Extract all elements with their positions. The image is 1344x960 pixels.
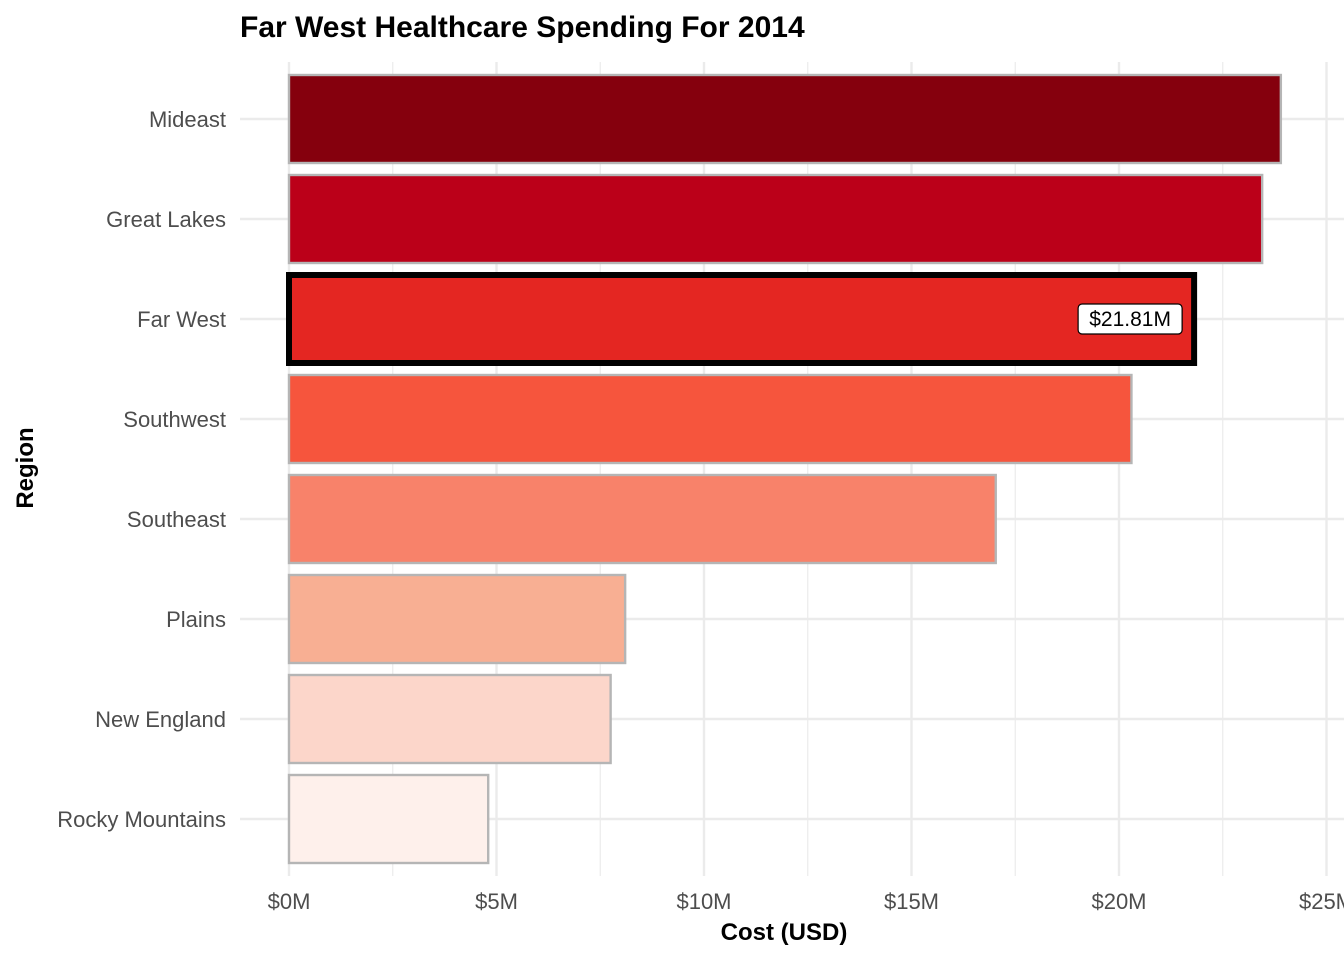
y-tick-label: Rocky Mountains (57, 807, 226, 832)
x-axis-tick-labels: $0M $5M $10M $15M $20M $25M (268, 889, 1344, 914)
y-tick-label: Southwest (123, 407, 226, 432)
bar-rocky-mountains (287, 773, 490, 865)
x-tick-label: $20M (1091, 889, 1146, 914)
y-tick-label: New England (95, 707, 226, 732)
bar-new-england (287, 673, 612, 765)
x-tick-label: $25M (1299, 889, 1344, 914)
highlight-data-label: $21.81M (1077, 303, 1183, 335)
y-axis-tick-labels: Mideast Great Lakes Far West Southwest South… (57, 107, 226, 832)
x-axis-title: Cost (USD) (721, 919, 848, 946)
bar-far-west (286, 272, 1198, 366)
y-tick-label: Plains (166, 607, 226, 632)
bar-southwest (287, 373, 1133, 465)
x-tick-label: $10M (676, 889, 731, 914)
bar-great-lakes (287, 173, 1264, 265)
y-tick-label: Southeast (127, 507, 226, 532)
data-label-box (1077, 303, 1183, 335)
x-tick-label: $5M (475, 889, 518, 914)
y-axis-title: Region (12, 427, 39, 508)
x-tick-label: $15M (884, 889, 939, 914)
bar-southeast (287, 473, 997, 565)
bar-plains (287, 573, 627, 665)
y-tick-label: Mideast (149, 107, 226, 132)
y-tick-label: Great Lakes (106, 207, 226, 232)
y-tick-label: Far West (137, 307, 226, 332)
x-tick-label: $0M (268, 889, 311, 914)
bar-mideast (287, 73, 1283, 165)
data-label: $21.81M (1089, 308, 1171, 331)
chart-title: Far West Healthcare Spending For 2014 (240, 11, 805, 44)
bars (286, 73, 1283, 865)
